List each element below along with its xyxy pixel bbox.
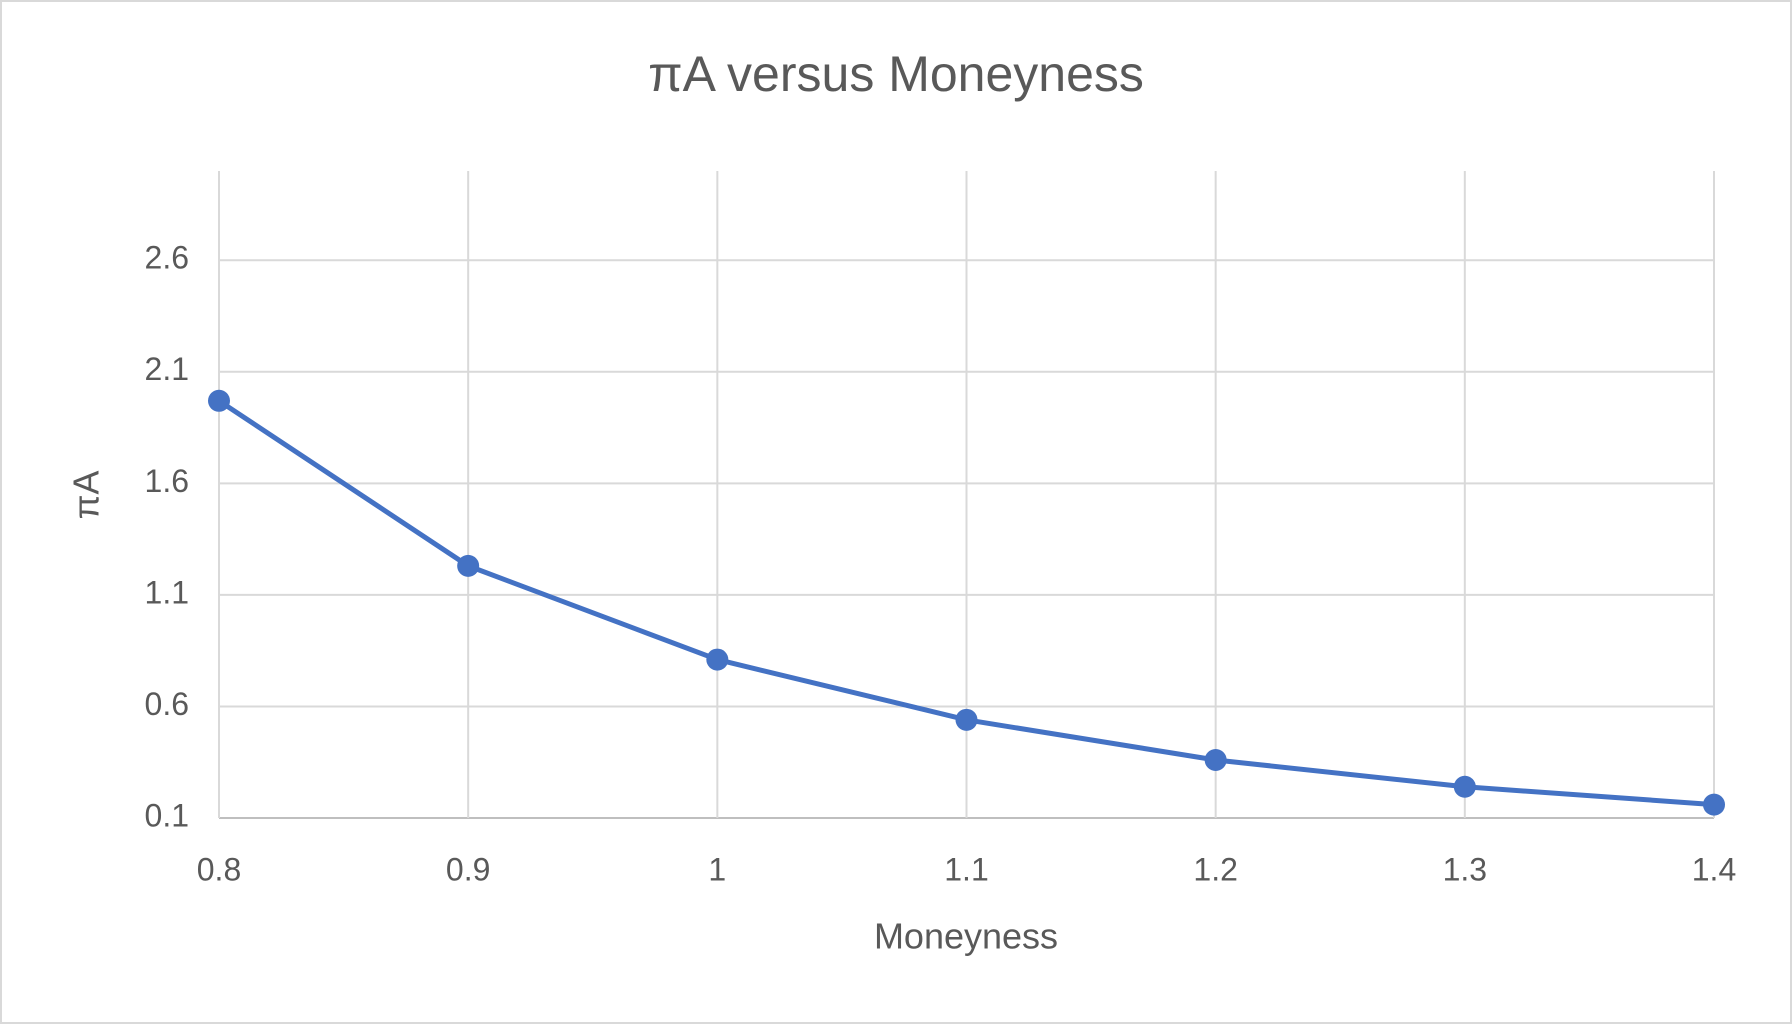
data-point [457,554,480,577]
x-tick-label: 1 [708,851,726,887]
data-point [955,708,978,731]
x-tick-label: 1.4 [1692,851,1736,887]
data-point [706,648,729,671]
y-tick-label: 2.1 [145,351,189,387]
data-point [1453,775,1476,798]
y-tick-label: 0.6 [145,686,189,722]
x-tick-label: 1.3 [1443,851,1487,887]
x-tick-label: 1.2 [1193,851,1237,887]
chart-title: πA versus Moneyness [648,46,1144,102]
y-tick-label: 1.1 [145,574,189,610]
x-tick-label: 0.8 [197,851,241,887]
x-tick-label: 1.1 [944,851,988,887]
data-point [1204,748,1227,771]
y-axis-title: πA [66,471,107,520]
y-tick-label: 1.6 [145,463,189,499]
y-tick-label: 2.6 [145,240,189,276]
y-tick-label: 0.1 [145,797,189,833]
data-point [1703,793,1725,816]
data-point [208,389,230,412]
x-tick-label: 0.9 [446,851,490,887]
x-axis-title: Moneyness [874,916,1058,957]
